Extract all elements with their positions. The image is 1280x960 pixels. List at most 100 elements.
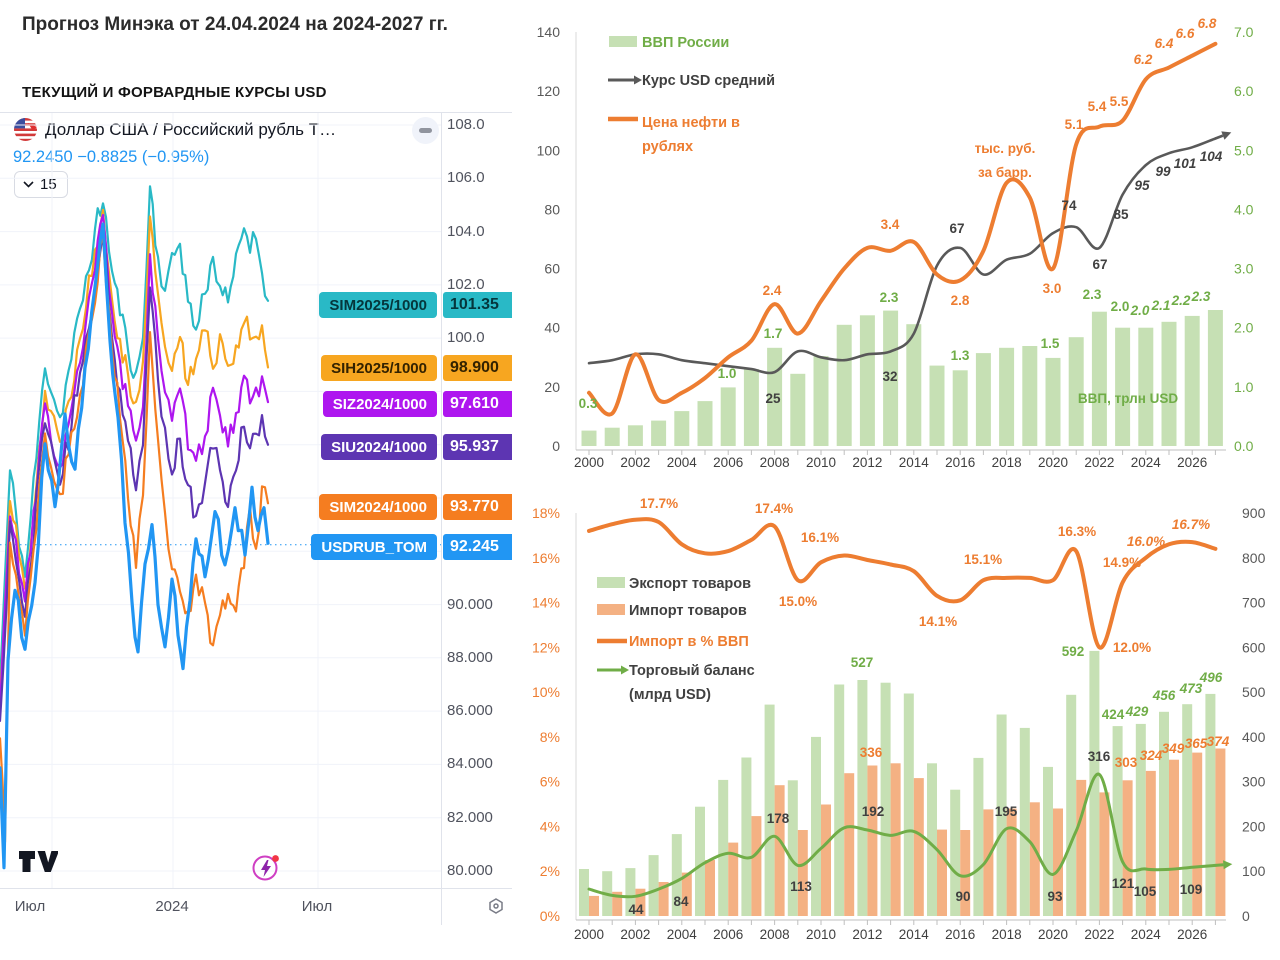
svg-text:0%: 0% <box>540 908 560 924</box>
svg-text:25: 25 <box>765 391 781 406</box>
svg-text:2.0: 2.0 <box>1234 320 1254 336</box>
series-name-badge[interactable]: SIM2024/1000 <box>319 494 437 520</box>
page-title: Прогноз Минэка от 24.04.2024 на 2024-202… <box>22 14 448 35</box>
svg-text:67: 67 <box>1092 257 1107 272</box>
series-name-badge[interactable]: SIH2025/1000 <box>321 355 437 381</box>
svg-text:Торговый баланс: Торговый баланс <box>629 663 755 679</box>
svg-text:496: 496 <box>1199 670 1223 685</box>
svg-text:2008: 2008 <box>760 455 790 470</box>
symbol-header: Доллар США / Российский рубль Т… <box>14 118 336 141</box>
series-price-badge[interactable]: 93.770 <box>443 494 512 520</box>
svg-text:2010: 2010 <box>806 455 836 470</box>
scale-divider <box>441 113 442 925</box>
svg-text:121: 121 <box>1112 876 1135 891</box>
divider <box>0 112 512 113</box>
svg-text:17.4%: 17.4% <box>755 501 793 516</box>
svg-text:2.1: 2.1 <box>1151 298 1171 313</box>
svg-text:100: 100 <box>1242 863 1266 879</box>
svg-text:473: 473 <box>1179 681 1203 696</box>
svg-text:104: 104 <box>1200 149 1223 164</box>
svg-text:5.4: 5.4 <box>1088 99 1107 114</box>
svg-text:1.3: 1.3 <box>951 348 970 363</box>
macro-charts-panel: 2000 2002 2004 2006 2008 2010 2012 2014 2016 2018… <box>512 0 1280 960</box>
series-price-badge[interactable]: 98.900 <box>443 355 512 381</box>
svg-text:3.0: 3.0 <box>1234 261 1254 277</box>
svg-text:0.3: 0.3 <box>579 396 598 411</box>
series-price-badge[interactable]: 95.937 <box>443 434 512 460</box>
svg-text:140: 140 <box>537 24 561 40</box>
svg-text:2012: 2012 <box>852 455 882 470</box>
svg-text:за барр.: за барр. <box>978 165 1032 180</box>
chevron-down-icon <box>23 181 34 188</box>
svg-text:12%: 12% <box>532 639 560 655</box>
svg-text:(млрд USD): (млрд USD) <box>629 687 711 703</box>
svg-text:8%: 8% <box>540 729 560 745</box>
interval-selector[interactable]: 15 <box>14 171 68 198</box>
symbol-title[interactable]: Доллар США / Российский рубль Т… <box>45 119 337 139</box>
svg-text:2012: 2012 <box>852 927 882 942</box>
svg-text:2020: 2020 <box>1038 927 1068 942</box>
svg-text:424: 424 <box>1102 707 1125 722</box>
series-name-badge[interactable]: USDRUB_TOM <box>311 534 437 560</box>
svg-text:2024: 2024 <box>1131 927 1162 942</box>
svg-text:592: 592 <box>1062 644 1085 659</box>
price-scale-label: 102.0 <box>447 275 485 293</box>
tradingview-logo[interactable] <box>18 846 58 873</box>
svg-text:900: 900 <box>1242 505 1266 521</box>
time-axis-divider <box>0 888 512 889</box>
svg-text:200: 200 <box>1242 818 1266 834</box>
time-axis-label: 2024 <box>155 898 189 915</box>
svg-text:12.0%: 12.0% <box>1113 640 1151 655</box>
svg-text:тыс. руб.: тыс. руб. <box>975 141 1036 156</box>
series-name-badge[interactable]: SIU2024/1000 <box>321 434 437 460</box>
svg-text:120: 120 <box>537 83 561 99</box>
series-name-badge[interactable]: SIM2025/1000 <box>319 292 437 318</box>
svg-text:6%: 6% <box>540 774 560 790</box>
series-name-badge[interactable]: SIZ2024/1000 <box>322 391 437 417</box>
svg-text:40: 40 <box>544 320 560 336</box>
svg-text:195: 195 <box>995 804 1018 819</box>
lightning-icon[interactable] <box>251 852 281 882</box>
section-title: ТЕКУЩИЙ И ФОРВАРДНЫЕ КУРСЫ USD <box>22 84 327 101</box>
svg-text:Курс USD средний: Курс USD средний <box>642 73 775 89</box>
svg-text:0.0: 0.0 <box>1234 438 1254 454</box>
series-price-badge[interactable]: 92.245 <box>443 534 512 560</box>
series-price-badge[interactable]: 97.610 <box>443 391 512 417</box>
svg-text:2.3: 2.3 <box>1083 287 1102 302</box>
svg-text:85: 85 <box>1113 207 1129 222</box>
svg-text:рублях: рублях <box>642 139 693 155</box>
svg-text:365: 365 <box>1185 736 1208 751</box>
svg-text:Экспорт товаров: Экспорт товаров <box>629 576 751 592</box>
svg-text:16%: 16% <box>532 550 560 566</box>
svg-text:7.0: 7.0 <box>1234 24 1254 40</box>
interval-value: 15 <box>40 176 57 193</box>
price-chart-canvas[interactable] <box>0 113 441 888</box>
svg-text:336: 336 <box>860 745 883 760</box>
time-axis-label: Июл <box>301 898 333 915</box>
svg-text:80: 80 <box>544 201 560 217</box>
axis-settings-icon[interactable] <box>486 897 506 917</box>
series-price-badge[interactable]: 101.35 <box>443 292 512 318</box>
svg-text:600: 600 <box>1242 639 1266 655</box>
svg-text:2014: 2014 <box>899 927 930 942</box>
svg-text:67: 67 <box>949 221 964 236</box>
svg-text:2018: 2018 <box>992 455 1022 470</box>
svg-text:90: 90 <box>955 889 970 904</box>
svg-text:6.0: 6.0 <box>1234 83 1254 99</box>
svg-text:2022: 2022 <box>1084 455 1114 470</box>
svg-text:192: 192 <box>862 804 885 819</box>
svg-text:178: 178 <box>767 811 790 826</box>
svg-text:2%: 2% <box>540 863 560 879</box>
svg-text:2.4: 2.4 <box>763 283 782 298</box>
svg-text:44: 44 <box>628 902 644 917</box>
svg-text:20: 20 <box>544 379 560 395</box>
price-scale-label: 106.0 <box>447 169 485 187</box>
svg-text:2026: 2026 <box>1177 927 1207 942</box>
svg-text:2006: 2006 <box>713 455 743 470</box>
svg-text:0: 0 <box>552 438 560 454</box>
hide-series-button[interactable] <box>412 117 439 144</box>
svg-text:2.3: 2.3 <box>1191 289 1211 304</box>
svg-text:5.5: 5.5 <box>1110 94 1129 109</box>
svg-text:6.6: 6.6 <box>1176 26 1195 41</box>
price-scale-label: 90.000 <box>447 595 493 613</box>
